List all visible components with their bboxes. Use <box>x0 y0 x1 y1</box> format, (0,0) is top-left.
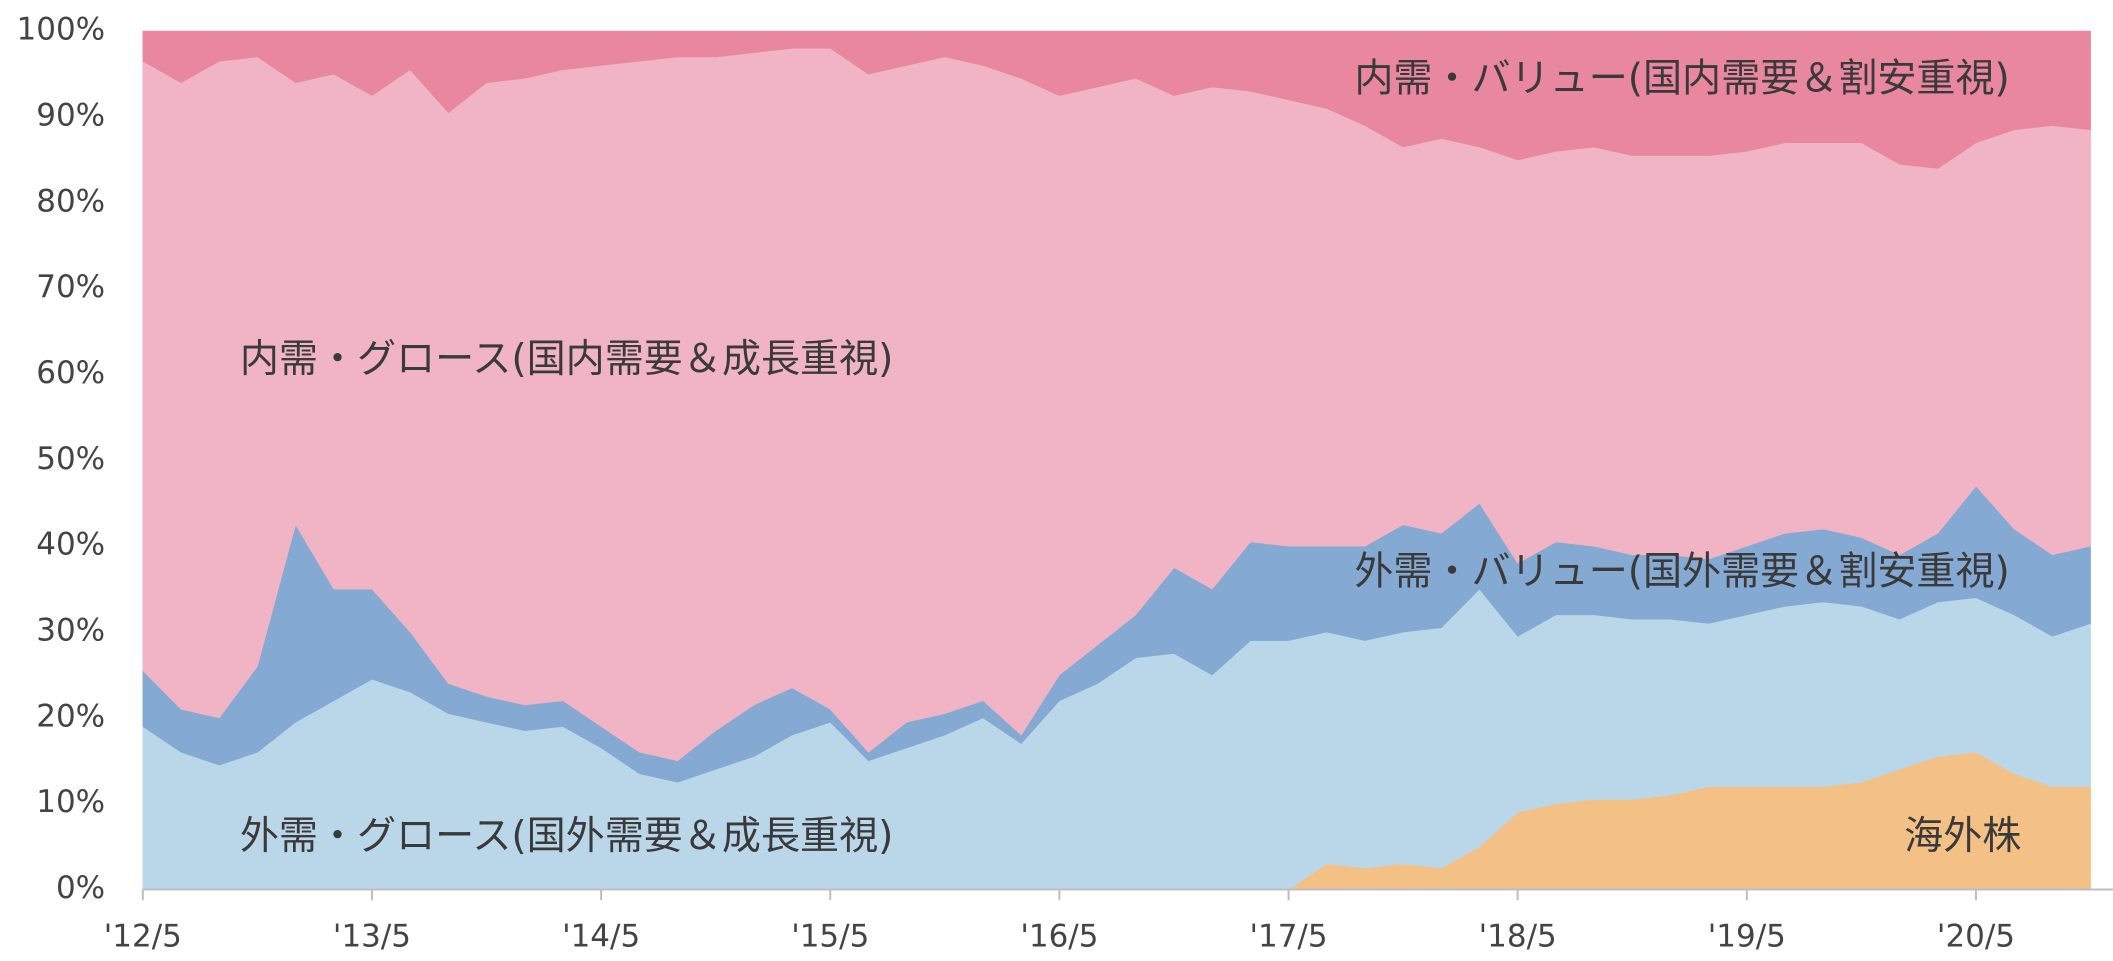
series-label: 海外株 <box>1904 814 2021 859</box>
y-tick-label: 80% <box>36 183 105 219</box>
x-tick-label: '13/5 <box>333 919 411 955</box>
x-tick-label: '15/5 <box>791 919 869 955</box>
y-tick-label: 10% <box>36 784 105 820</box>
y-tick-label: 90% <box>36 97 105 133</box>
y-tick-label: 70% <box>36 269 105 305</box>
y-tick-label: 50% <box>36 441 105 477</box>
y-tick-label: 30% <box>36 612 105 648</box>
x-tick-label: '20/5 <box>1937 919 2015 955</box>
x-tick-label: '16/5 <box>1020 919 1098 955</box>
area <box>142 30 2091 169</box>
x-tick-label: '14/5 <box>562 919 640 955</box>
y-tick-label: 60% <box>36 355 105 391</box>
series-label: 外需・グロース(国外需要＆成長重視) <box>240 814 894 859</box>
x-tick-label: '18/5 <box>1479 919 1557 955</box>
series-label: 内需・グロース(国内需要＆成長重視) <box>240 337 894 382</box>
x-tick-label: '17/5 <box>1249 919 1327 955</box>
x-tick-label: '12/5 <box>104 919 182 955</box>
x-tick-label: '19/5 <box>1708 919 1786 955</box>
y-tick-label: 0% <box>56 870 105 906</box>
y-tick-label: 20% <box>36 698 105 734</box>
y-tick-label: 40% <box>36 527 105 563</box>
y-tick-label: 100% <box>17 12 106 48</box>
series-label: 外需・バリュー(国外需要＆割安重視) <box>1354 550 2009 595</box>
series-label: 内需・バリュー(国内需要＆割安重視) <box>1354 56 2009 101</box>
